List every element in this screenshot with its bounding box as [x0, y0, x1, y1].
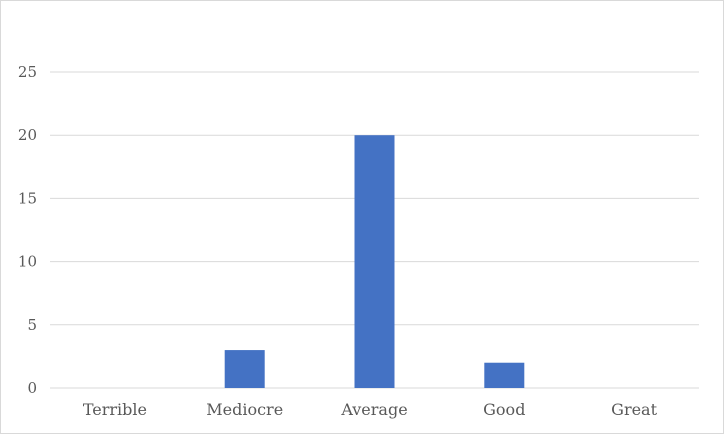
x-axis-ticks: Terrible Mediocre Average Good Great: [83, 400, 658, 419]
y-axis-ticks: 0 5 10 15 20 25: [18, 63, 37, 397]
y-tick-label: 15: [18, 189, 37, 207]
bar-good: [484, 362, 525, 388]
x-tick-label-terrible: Terrible: [83, 400, 147, 419]
bar-average: [354, 135, 395, 388]
x-tick-label-mediocre: Mediocre: [206, 400, 283, 419]
x-tick-label-average: Average: [340, 400, 407, 419]
x-tick-label-good: Good: [483, 400, 525, 419]
y-tick-label: 25: [18, 63, 37, 81]
bar-mediocre: [224, 350, 265, 388]
y-tick-label: 5: [27, 316, 37, 334]
bars: [224, 135, 525, 388]
x-tick-label-great: Great: [611, 400, 657, 419]
y-tick-label: 10: [18, 253, 37, 271]
y-tick-label: 0: [27, 379, 37, 397]
y-tick-label: 20: [18, 126, 37, 144]
